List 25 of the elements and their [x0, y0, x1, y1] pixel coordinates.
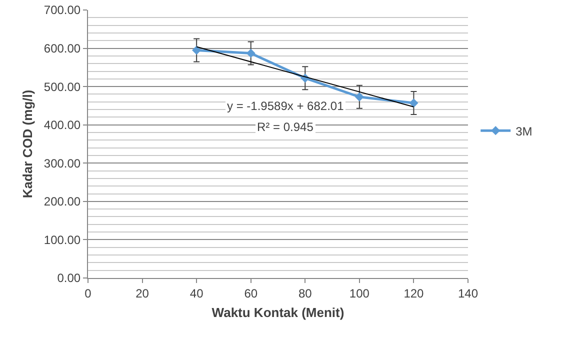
y-tick-label: 200.00: [44, 194, 81, 209]
y-tick-label: 100.00: [44, 232, 81, 247]
point: [192, 46, 202, 55]
y-axis-title: Kadar COD (mg/l): [20, 90, 35, 198]
y-tick-label: 0.00: [57, 271, 81, 286]
y-tick-label: 400.00: [44, 118, 81, 132]
x-tick-label: 120: [404, 286, 424, 300]
x-tick-label: 40: [190, 286, 204, 300]
annotation: R² = 0.945: [257, 120, 314, 134]
y-tick-label: 700.00: [44, 3, 81, 18]
x-tick-label: 80: [298, 286, 312, 300]
y-tick-label: 500.00: [44, 80, 81, 94]
x-tick-label: 20: [136, 286, 150, 300]
point: [354, 92, 364, 102]
x-tick-label: 100: [349, 286, 370, 300]
annotation: y = -1.9589x + 682.01: [227, 99, 344, 113]
x-tick-label: 60: [244, 286, 258, 300]
point: [409, 98, 418, 108]
y-tick-label: 300.00: [44, 156, 81, 170]
y-tick-label: 600.00: [44, 41, 81, 56]
x-tick-label: 140: [458, 286, 478, 300]
x-axis-title: Waktu Kontak (Menit): [212, 305, 344, 320]
x-tick-label: 0: [84, 286, 92, 300]
legend-label: 3M: [516, 124, 532, 138]
point: [246, 48, 256, 58]
